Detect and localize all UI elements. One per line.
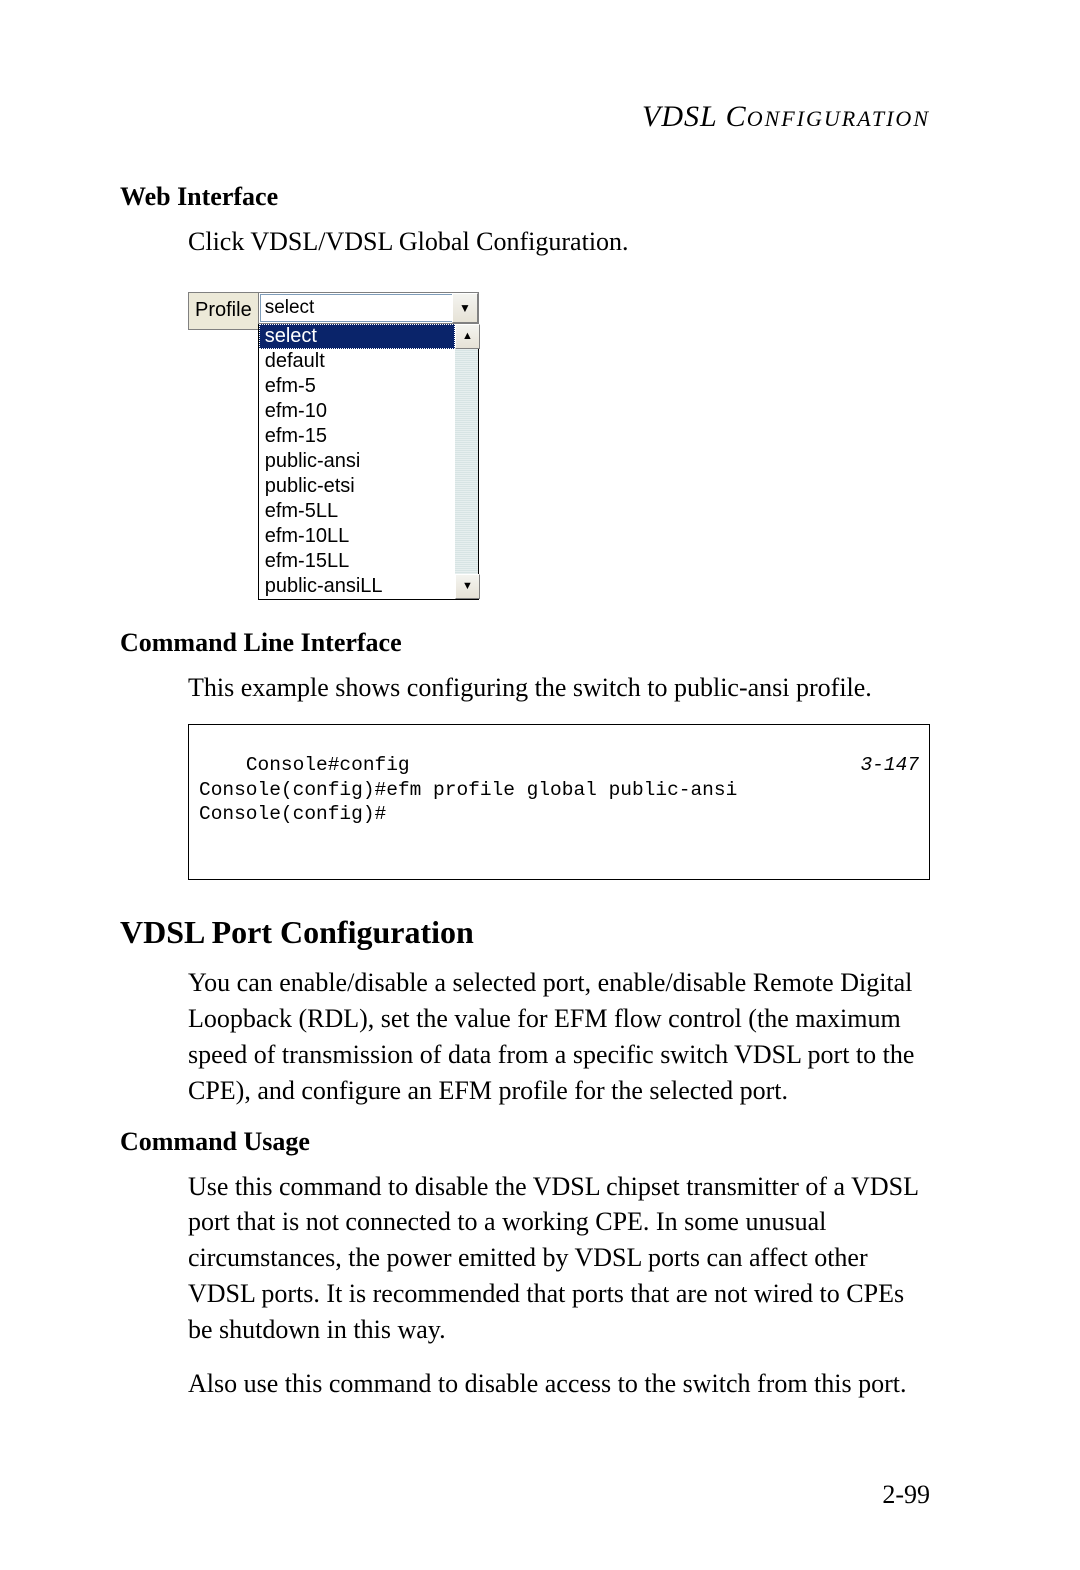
heading-vdsl-port: VDSL Port Configuration: [120, 914, 930, 951]
heading-cli: Command Line Interface: [120, 628, 930, 658]
text-vdsl-port: You can enable/disable a selected port, …: [188, 965, 930, 1109]
profile-combo-value: select: [260, 294, 452, 322]
profile-option[interactable]: efm-10: [259, 399, 455, 424]
profile-option[interactable]: select: [259, 324, 455, 349]
profile-option[interactable]: efm-15: [259, 424, 455, 449]
text-command-usage-2: Also use this command to disable access …: [188, 1366, 930, 1402]
profile-option[interactable]: public-etsi: [259, 474, 455, 499]
profile-option[interactable]: efm-5LL: [259, 499, 455, 524]
page: VDSL CONFIGURATION Web Interface Click V…: [0, 0, 1080, 1570]
scrollbar[interactable]: ▲ ▼: [455, 324, 478, 599]
page-number: 2-99: [882, 1480, 930, 1510]
profile-combo-closed[interactable]: select ▼: [258, 292, 479, 324]
profile-option[interactable]: public-ansiLL: [259, 574, 455, 599]
text-command-usage-1: Use this command to disable the VDSL chi…: [188, 1169, 930, 1348]
scroll-up-icon[interactable]: ▲: [455, 324, 480, 349]
profile-option[interactable]: public-ansi: [259, 449, 455, 474]
running-head-main: VDSL C: [642, 100, 747, 133]
text-web-interface: Click VDSL/VDSL Global Configuration.: [188, 224, 930, 260]
profile-listbox: selectdefaultefm-5efm-10efm-15public-ans…: [258, 324, 479, 600]
running-head-rest: ONFIGURATION: [747, 106, 930, 131]
code-block: Console#config Console(config)#efm profi…: [188, 724, 930, 880]
profile-option[interactable]: efm-15LL: [259, 549, 455, 574]
profile-option[interactable]: efm-10LL: [259, 524, 455, 549]
scrollbar-thumb[interactable]: [455, 349, 478, 574]
profile-list-items[interactable]: selectdefaultefm-5efm-10efm-15public-ans…: [259, 324, 455, 599]
running-head: VDSL CONFIGURATION: [120, 100, 930, 134]
scroll-down-icon[interactable]: ▼: [455, 574, 480, 599]
heading-command-usage: Command Usage: [120, 1127, 930, 1157]
profile-option[interactable]: efm-5: [259, 374, 455, 399]
profile-option[interactable]: default: [259, 349, 455, 374]
profile-label: Profile: [188, 292, 258, 330]
text-cli: This example shows configuring the switc…: [188, 670, 930, 706]
code-lines: Console#config Console(config)#efm profi…: [199, 754, 737, 825]
profile-dropdown-figure: Profile select ▼ selectdefaultefm-5efm-1…: [188, 292, 479, 600]
chevron-down-icon[interactable]: ▼: [452, 293, 478, 323]
code-page-ref: 3-147: [860, 753, 919, 777]
profile-combo: select ▼ selectdefaultefm-5efm-10efm-15p…: [258, 292, 479, 600]
heading-web-interface: Web Interface: [120, 182, 930, 212]
